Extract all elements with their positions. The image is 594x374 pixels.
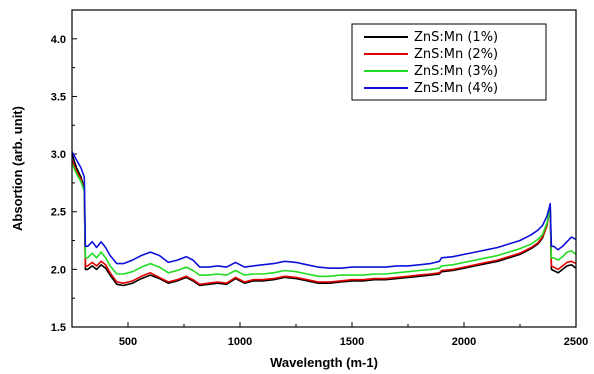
series-line-4 [71, 151, 577, 270]
y-tick-label: 3.0 [51, 149, 66, 161]
series-line-3 [71, 162, 577, 278]
y-tick-labels: 1.5 2.0 2.5 3.0 3.5 4.0 [51, 34, 66, 334]
x-tick-label: 1000 [228, 336, 252, 348]
series-line-1 [71, 153, 577, 287]
legend: ZnS:Mn (1%) ZnS:Mn (2%) ZnS:Mn (3%) ZnS:Mn … [351, 23, 547, 101]
y-tick-label: 1.5 [51, 322, 66, 334]
x-tick-labels: 500 1000 1500 2000 2500 [119, 336, 588, 348]
legend-entry: ZnS:Mn (4%) [414, 81, 498, 96]
y-tick-label: 3.5 [51, 91, 66, 103]
y-tick-label: 2.0 [51, 264, 66, 276]
x-tick-label: 2000 [452, 336, 476, 348]
plot-frame [71, 9, 577, 328]
x-axis-title: Wavelength (m-1) [270, 355, 378, 370]
x-tick-label: 2500 [564, 336, 588, 348]
legend-entry: ZnS:Mn (2%) [414, 47, 498, 62]
legend-entry: ZnS:Mn (3%) [414, 64, 498, 79]
x-tick-label: 500 [119, 336, 137, 348]
y-tick-label: 4.0 [51, 34, 66, 46]
y-tick-label: 2.5 [51, 207, 66, 219]
series-lines [71, 151, 577, 287]
series-line-2 [71, 159, 577, 286]
legend-entry: ZnS:Mn (1%) [414, 30, 498, 45]
x-tick-label: 1500 [340, 336, 364, 348]
y-axis-title: Absortion (arb. unit) [10, 106, 25, 231]
